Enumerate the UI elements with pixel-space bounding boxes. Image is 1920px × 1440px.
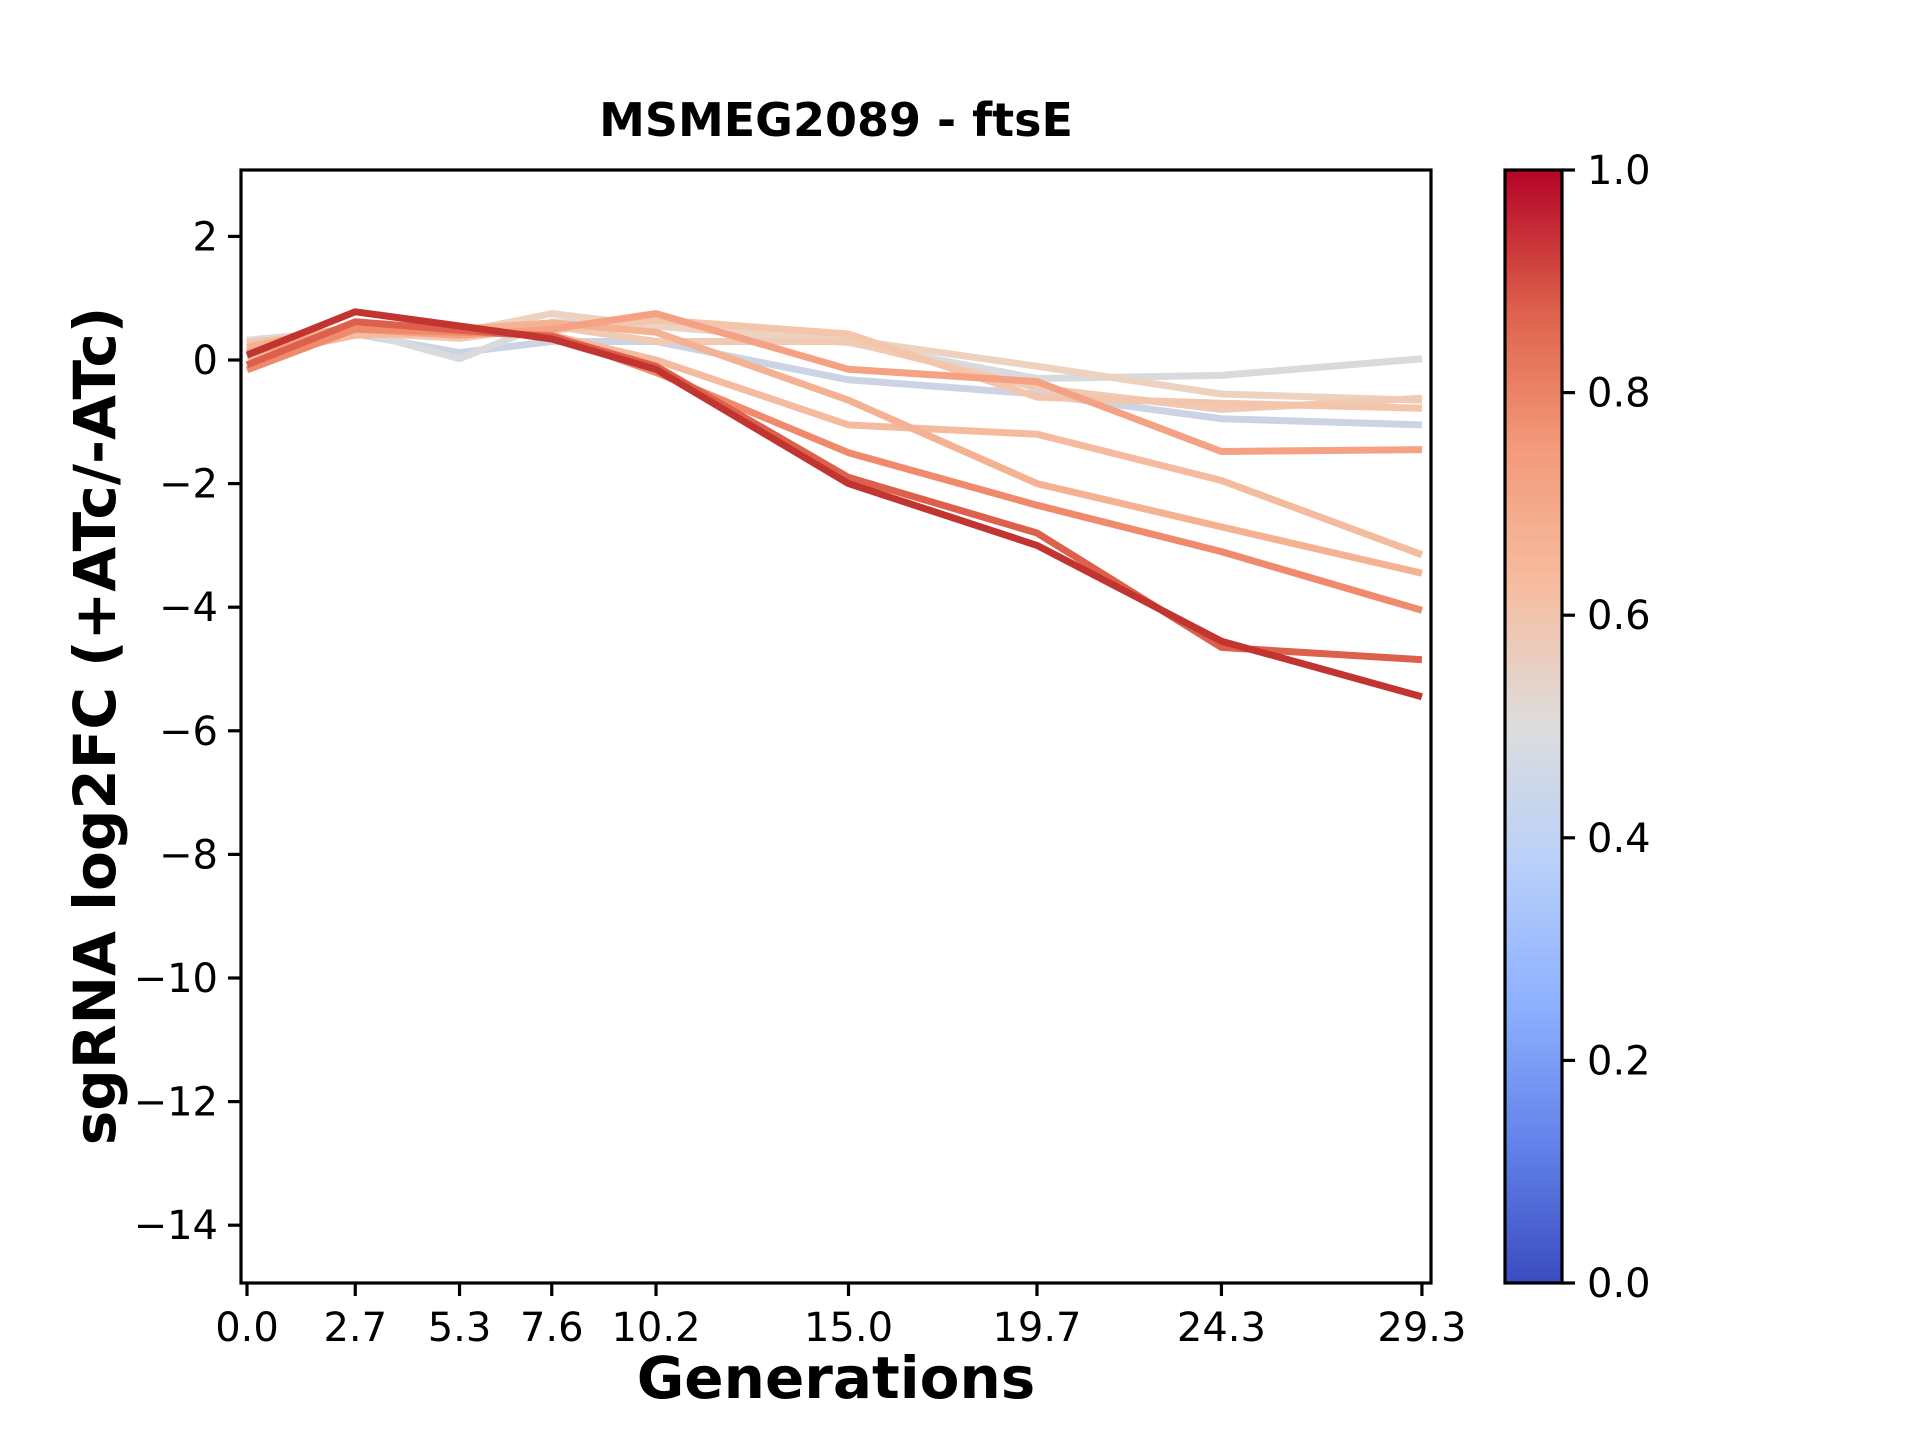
x-tick-label: 2.7 — [323, 1305, 387, 1351]
y-tick-label: −6 — [159, 709, 218, 755]
colorbar-tick-label: 0.6 — [1587, 593, 1651, 639]
colorbar-tick-label: 0.2 — [1587, 1038, 1651, 1084]
colorbar-tick-label: 1.0 — [1587, 148, 1651, 194]
y-tick-label: −8 — [159, 832, 218, 878]
colorbar-tick-label: 0.0 — [1587, 1261, 1651, 1307]
x-tick-label: 10.2 — [611, 1305, 700, 1351]
y-tick-label: −12 — [134, 1080, 218, 1126]
y-tick-label: −2 — [159, 462, 218, 508]
chart-title: MSMEG2089 - ftsE — [599, 93, 1073, 147]
x-tick-label: 0.0 — [215, 1305, 279, 1351]
x-tick-label: 24.3 — [1177, 1305, 1266, 1351]
axes-spines — [239, 168, 1433, 1285]
x-tick-label: 15.0 — [804, 1305, 893, 1351]
x-tick-label: 29.3 — [1377, 1305, 1466, 1351]
y-tick-label: 2 — [193, 214, 218, 260]
x-axis-label: Generations — [636, 1344, 1036, 1412]
x-tick-label: 7.6 — [520, 1305, 584, 1351]
y-tick-label: −10 — [134, 956, 218, 1002]
colorbar-tick-label: 0.8 — [1587, 371, 1651, 417]
colorbar-tick-label: 0.4 — [1587, 816, 1651, 862]
x-tick-label: 5.3 — [428, 1305, 492, 1351]
x-tick-label: 19.7 — [992, 1305, 1081, 1351]
y-tick-label: 0 — [193, 338, 218, 384]
y-tick-label: −14 — [134, 1203, 218, 1249]
series-line-sgRNA-11 — [245, 308, 1423, 701]
y-tick-label: −4 — [159, 585, 218, 631]
colorbar — [1503, 168, 1564, 1285]
